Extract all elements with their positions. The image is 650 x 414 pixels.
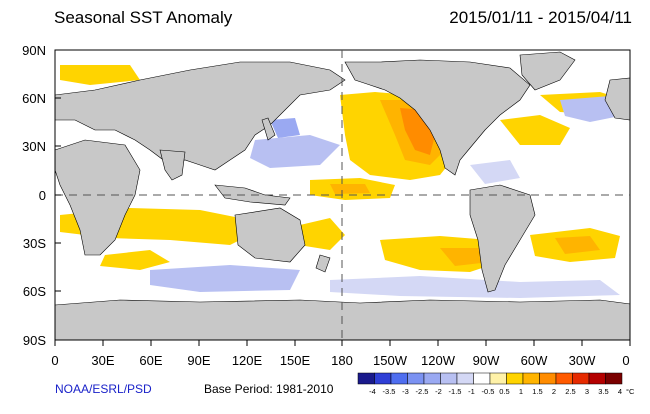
colorbar-label: -3	[402, 387, 409, 396]
japan	[261, 117, 276, 141]
colorbar-label: -1	[468, 387, 475, 396]
colorbar-label: -2.5	[416, 387, 429, 396]
lon-label: 120W	[421, 353, 456, 368]
colorbar-label: 3.5	[598, 387, 608, 396]
lat-ticks	[55, 49, 61, 341]
lon-label: 150E	[280, 353, 311, 368]
colorbar-label: 1	[519, 387, 523, 396]
colorbar-swatch	[374, 372, 392, 385]
colorbar-label: -1.5	[449, 387, 462, 396]
map-title: Seasonal SST Anomaly	[54, 8, 233, 27]
north-america	[344, 59, 531, 176]
colorbar-swatch	[440, 372, 458, 385]
lon-label: 0	[51, 353, 58, 368]
lon-label: 30E	[91, 353, 114, 368]
lat-label: 0	[39, 188, 46, 203]
lat-label: 60N	[22, 91, 46, 106]
lon-label: 120E	[232, 353, 263, 368]
lat-label: 90N	[22, 43, 46, 58]
lon-label: 90E	[187, 353, 210, 368]
lon-label: 180	[331, 353, 353, 368]
colorbar-swatch	[357, 372, 375, 385]
colorbar-label: -3.5	[383, 387, 396, 396]
lat-label: 30N	[22, 139, 46, 154]
colorbar-label: 0.5	[499, 387, 509, 396]
colorbar-swatch	[390, 372, 408, 385]
date-range: 2015/01/11 - 2015/04/11	[449, 8, 632, 27]
colorbar-label: 2	[552, 387, 556, 396]
colorbar-swatch	[588, 372, 606, 385]
colorbar-swatch	[522, 372, 540, 385]
credit-link[interactable]: NOAA/ESRL/PSD	[55, 382, 152, 396]
colorbar-swatch	[407, 372, 425, 385]
lat-label: 30S	[23, 236, 46, 251]
colorbar-swatch	[605, 372, 623, 385]
india	[159, 149, 186, 181]
colorbar-unit: °C	[626, 387, 635, 396]
new-zealand	[315, 254, 331, 273]
colorbar-label: 3	[585, 387, 589, 396]
lat-label: 90S	[23, 333, 46, 348]
base-period: Base Period: 1981-2010	[204, 382, 334, 396]
colorbar-label: 1.5	[532, 387, 542, 396]
lat-label: 60S	[23, 284, 46, 299]
land-masses	[54, 51, 631, 341]
south-america	[469, 184, 536, 293]
lon-ticks	[54, 340, 631, 346]
colorbar-label: -0.5	[482, 387, 495, 396]
colorbar-swatch	[423, 372, 441, 385]
colorbar-label: -2	[435, 387, 442, 396]
colorbar-swatch	[456, 372, 474, 385]
colorbar-swatch	[539, 372, 557, 385]
colorbar-label: -4	[369, 387, 376, 396]
colorbar-swatch	[572, 372, 590, 385]
eurasia	[54, 61, 346, 171]
colorbar-swatch	[489, 372, 507, 385]
australia	[234, 207, 306, 263]
colorbar-swatch	[506, 372, 524, 385]
lon-label: 150W	[373, 353, 408, 368]
lon-label: 30W	[569, 353, 596, 368]
lon-label: 60E	[139, 353, 162, 368]
lon-labels: 0 30E 60E 90E 120E 150E 180 150W 120W 90…	[51, 353, 629, 368]
europe-west	[604, 77, 631, 121]
africa	[54, 139, 141, 256]
lat-labels: 90N 60N 30N 0 30S 60S 90S	[22, 43, 46, 348]
colorbar-label: 4	[618, 387, 622, 396]
lon-label: 0	[622, 353, 629, 368]
lon-label: 60W	[521, 353, 548, 368]
colorbar-label: 2.5	[565, 387, 575, 396]
colorbar-swatch	[555, 372, 573, 385]
colorbar-swatch	[473, 372, 491, 385]
greenland	[519, 51, 576, 91]
lon-label: 90W	[473, 353, 500, 368]
colorbar-legend: -4 -3.5 -3 -2.5 -2 -1.5 -1 -0.5 0.5 1 1.5 2 2.5 3 3.5 4…	[357, 372, 635, 396]
